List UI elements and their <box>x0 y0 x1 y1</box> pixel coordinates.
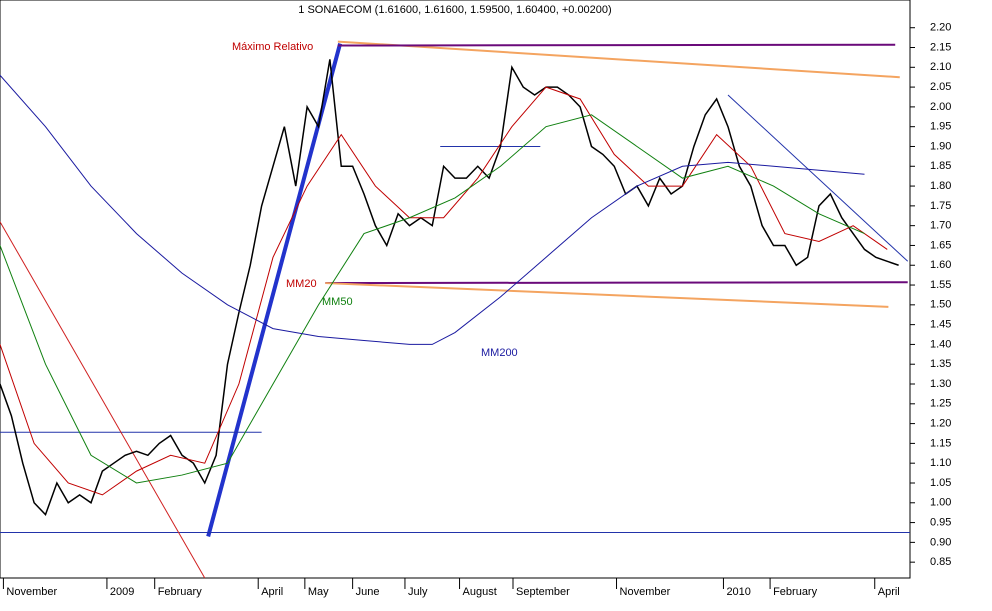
y-tick-label: 1.15 <box>930 437 951 449</box>
chart-title: 1 SONAECOM (1.61600, 1.61600, 1.59500, 1… <box>298 4 611 16</box>
x-tick-label: 2010 <box>726 586 750 598</box>
annotation: MM200 <box>481 347 518 359</box>
y-tick-label: 2.00 <box>930 101 951 113</box>
trend-line <box>337 43 896 47</box>
trend-line <box>325 281 908 285</box>
y-tick-label: 1.45 <box>930 319 951 331</box>
y-tick-label: 2.05 <box>930 81 951 93</box>
x-tick-label: June <box>356 586 380 598</box>
y-tick-label: 1.25 <box>930 398 951 410</box>
x-tick-label: September <box>516 586 570 598</box>
y-tick-label: 0.85 <box>930 556 951 568</box>
trend-line <box>337 40 900 79</box>
x-tick-label: February <box>773 586 818 598</box>
x-tick-label: April <box>261 586 283 598</box>
trend-line <box>727 94 909 262</box>
x-tick-label: November <box>620 586 671 598</box>
y-tick-label: 1.55 <box>930 279 951 291</box>
y-tick-label: 1.90 <box>930 140 951 152</box>
x-tick-label: July <box>408 586 428 598</box>
series-line <box>0 74 865 345</box>
y-tick-label: 1.60 <box>930 259 951 271</box>
y-tick-label: 1.05 <box>930 477 951 489</box>
y-tick-label: 1.80 <box>930 180 951 192</box>
y-tick-label: 1.95 <box>930 121 951 133</box>
x-tick-label: August <box>463 586 497 598</box>
annotation: Máximo Relativo <box>232 41 313 53</box>
y-tick-label: 1.10 <box>930 457 951 469</box>
y-tick-label: 1.65 <box>930 239 951 251</box>
annotation: MM20 <box>286 278 317 290</box>
y-tick-label: 1.85 <box>930 160 951 172</box>
x-tick-label: February <box>158 586 203 598</box>
x-tick-label: May <box>308 586 329 598</box>
y-tick-label: 1.40 <box>930 338 951 350</box>
y-tick-label: 1.20 <box>930 418 951 430</box>
series-line <box>0 59 899 517</box>
x-tick-label: 2009 <box>110 586 134 598</box>
trend-line <box>0 221 206 579</box>
y-tick-label: 2.15 <box>930 41 951 53</box>
trend-line <box>325 282 889 308</box>
x-tick-label: April <box>878 586 900 598</box>
y-tick-label: 2.10 <box>930 61 951 73</box>
y-tick-label: 2.20 <box>930 22 951 34</box>
y-tick-label: 1.75 <box>930 200 951 212</box>
y-tick-label: 1.70 <box>930 220 951 232</box>
series-line <box>0 86 888 496</box>
y-tick-label: 1.00 <box>930 497 951 509</box>
y-tick-label: 1.50 <box>930 299 951 311</box>
y-tick-label: 0.90 <box>930 536 951 548</box>
series-line <box>0 114 865 484</box>
y-tick-label: 1.35 <box>930 358 951 370</box>
y-tick-label: 1.30 <box>930 378 951 390</box>
y-tick-label: 0.95 <box>930 516 951 528</box>
x-tick-label: November <box>6 586 57 598</box>
annotation: MM50 <box>322 296 353 308</box>
